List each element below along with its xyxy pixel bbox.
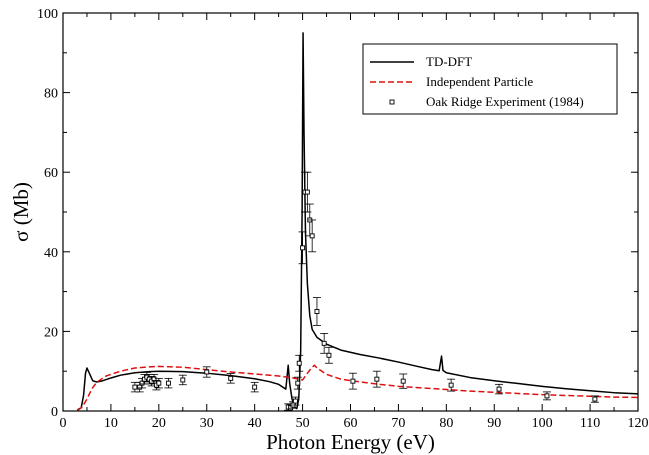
x-tick-label: 90	[487, 416, 501, 431]
x-tick-label: 110	[580, 416, 600, 431]
experiment-point	[309, 233, 315, 239]
experiment-point	[448, 382, 454, 388]
x-tick-label: 10	[104, 416, 118, 431]
experiment-point	[296, 360, 302, 366]
ticks-layer: 0 10 20 30 40 50 60 70 80 90 100 110 120 0 20 40 60 80 100	[37, 7, 649, 431]
y-tick-label: 0	[51, 405, 58, 420]
experiment-point	[165, 380, 171, 386]
y-tick-label: 80	[44, 87, 58, 102]
x-tick-label: 70	[391, 416, 405, 431]
experiment-point	[496, 386, 502, 392]
legend-label: Independent Particle	[426, 74, 533, 89]
experiment-point	[374, 376, 380, 382]
experiment-point	[592, 396, 598, 402]
experiment-point	[180, 377, 186, 383]
experiment-point	[137, 384, 143, 390]
experiment-point	[400, 378, 406, 384]
x-tick-label: 40	[248, 416, 262, 431]
experiment-point	[314, 309, 320, 314]
x-tick-label: 0	[60, 416, 67, 431]
x-axis-label: Photon Energy (eV)	[266, 430, 435, 454]
experiment-point	[151, 376, 157, 382]
y-tick-label: 60	[44, 166, 58, 181]
experiment-point	[156, 380, 162, 386]
experiment-point	[295, 380, 301, 386]
experiment-point	[252, 384, 258, 390]
y-axis-label: σ (Mb)	[9, 182, 33, 242]
x-tick-label: 80	[439, 416, 453, 431]
legend-label: Oak Ridge Experiment (1984)	[426, 94, 584, 109]
legend: TD-DFT Independent Particle Oak Ridge Expe…	[362, 43, 618, 115]
series-layer	[76, 32, 638, 411]
experiment-point	[228, 375, 234, 381]
experiment-point	[204, 369, 210, 375]
experiment-point	[132, 384, 138, 390]
x-tick-label: 30	[200, 416, 214, 431]
experiment-point	[321, 340, 327, 346]
experiment-point	[292, 398, 298, 404]
legend-box	[362, 43, 618, 115]
x-tick-label: 60	[344, 416, 358, 431]
x-tick-label: 50	[296, 416, 310, 431]
experiment-point	[326, 352, 332, 358]
experiment-point	[300, 245, 306, 251]
y-tick-label: 40	[44, 246, 58, 261]
legend-label: TD-DFT	[426, 54, 472, 69]
legend-marker-experiment	[389, 99, 395, 105]
td-dft-line	[77, 32, 638, 411]
x-tick-label: 120	[628, 416, 649, 431]
x-tick-label: 20	[152, 416, 166, 431]
y-tick-label: 100	[37, 7, 58, 22]
experiment-point	[350, 378, 356, 384]
experiment-point	[304, 189, 310, 195]
y-tick-label: 20	[44, 325, 58, 340]
experiment-point	[544, 393, 550, 399]
independent-particle-line	[76, 364, 638, 411]
x-tick-label: 100	[532, 416, 553, 431]
